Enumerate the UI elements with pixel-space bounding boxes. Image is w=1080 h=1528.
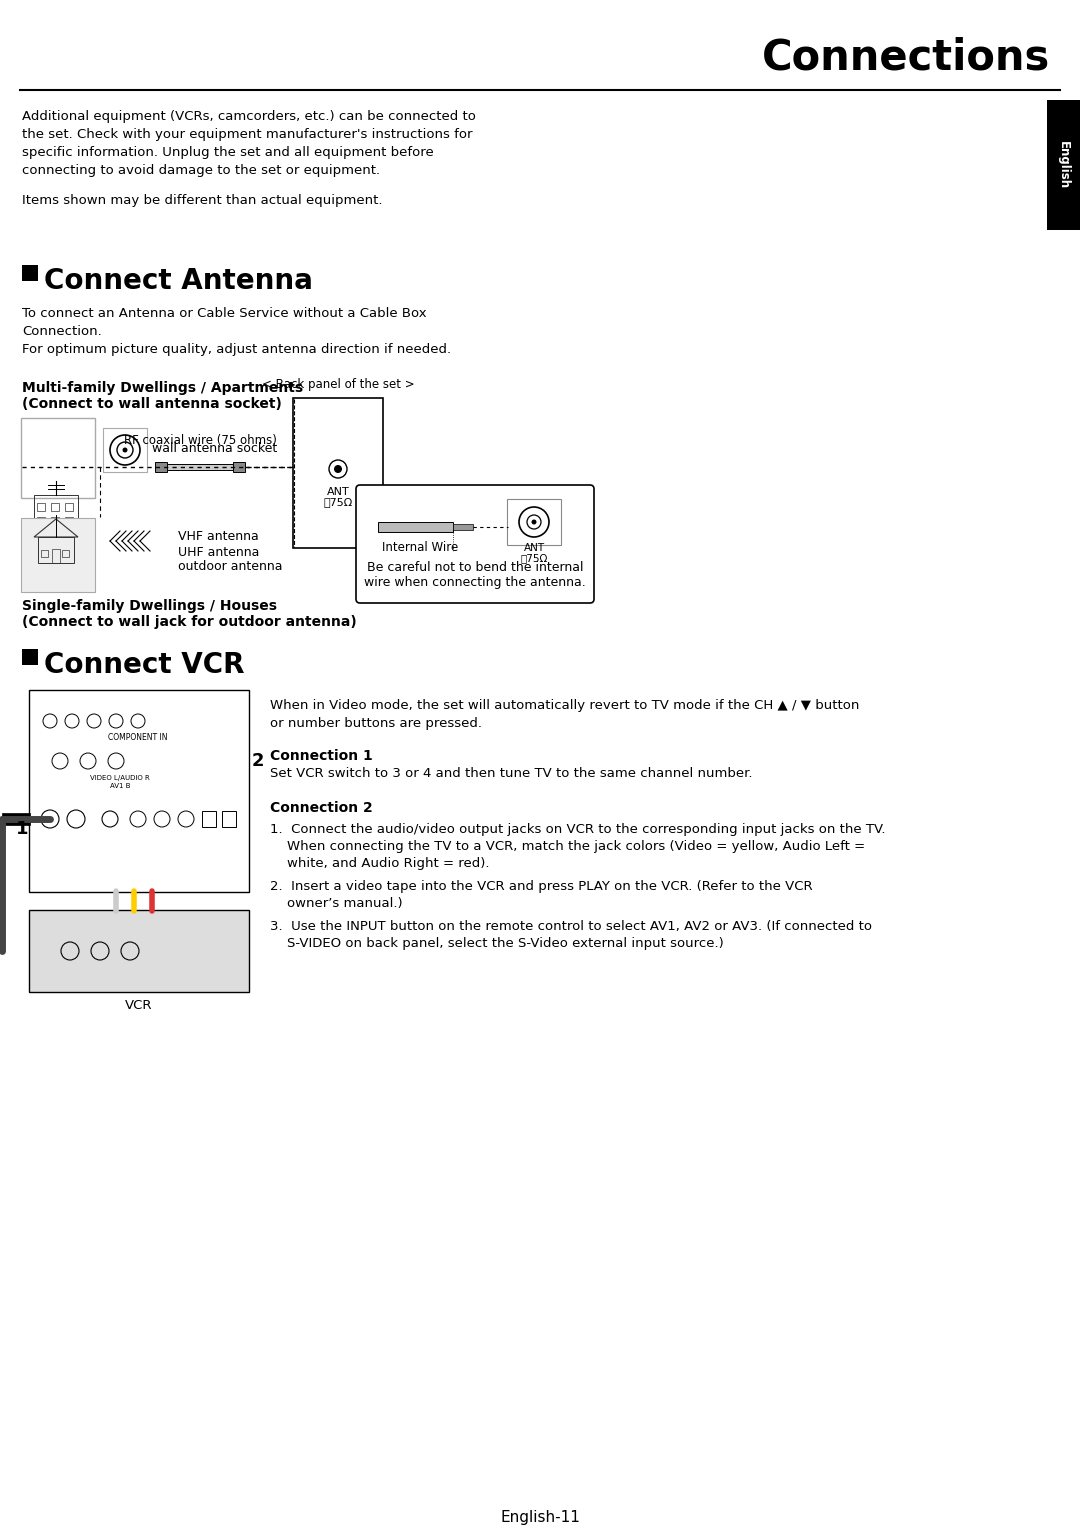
Text: ᝚75Ω: ᝚75Ω <box>323 497 353 507</box>
Text: Set VCR switch to 3 or 4 and then tune TV to the same channel number.: Set VCR switch to 3 or 4 and then tune T… <box>270 767 753 779</box>
Text: outdoor antenna: outdoor antenna <box>178 561 283 573</box>
Text: Connection 1: Connection 1 <box>270 749 373 762</box>
Text: ANT: ANT <box>326 487 349 497</box>
FancyBboxPatch shape <box>356 484 594 604</box>
Text: 1: 1 <box>16 821 28 837</box>
Bar <box>2 813 30 825</box>
Text: or number buttons are pressed.: or number buttons are pressed. <box>270 717 482 730</box>
Bar <box>22 649 38 665</box>
Bar <box>222 811 237 827</box>
Text: VCR: VCR <box>125 999 152 1012</box>
Circle shape <box>531 520 537 524</box>
Text: Connections: Connections <box>761 37 1050 78</box>
Text: < Back panel of the set >: < Back panel of the set > <box>261 377 415 391</box>
Bar <box>51 503 59 510</box>
Text: Additional equipment (VCRs, camcorders, etc.) can be connected to: Additional equipment (VCRs, camcorders, … <box>22 110 476 122</box>
Text: Internal Wire: Internal Wire <box>382 541 458 555</box>
FancyBboxPatch shape <box>21 518 95 591</box>
Text: the set. Check with your equipment manufacturer's instructions for: the set. Check with your equipment manuf… <box>22 128 473 141</box>
Bar <box>167 465 233 471</box>
Text: Connection 2: Connection 2 <box>270 801 373 814</box>
Text: Connect Antenna: Connect Antenna <box>44 267 313 295</box>
FancyBboxPatch shape <box>507 500 561 545</box>
Bar <box>65 503 73 510</box>
Text: English: English <box>1056 141 1069 189</box>
Text: English-11: English-11 <box>500 1510 580 1525</box>
Circle shape <box>334 465 342 474</box>
Text: ANT: ANT <box>524 542 544 553</box>
Text: (Connect to wall jack for outdoor antenna): (Connect to wall jack for outdoor antenn… <box>22 614 356 630</box>
Text: 2: 2 <box>252 752 265 770</box>
Bar <box>51 532 59 539</box>
Circle shape <box>122 448 127 452</box>
Text: When in Video mode, the set will automatically revert to TV mode if the CH ▲ / ▼: When in Video mode, the set will automat… <box>270 698 860 712</box>
Text: Multi-family Dwellings / Apartments: Multi-family Dwellings / Apartments <box>22 380 303 396</box>
FancyBboxPatch shape <box>21 419 95 498</box>
Text: AV1 B: AV1 B <box>110 782 131 788</box>
Text: Connection.: Connection. <box>22 325 102 338</box>
Text: 2.  Insert a video tape into the VCR and press PLAY on the VCR. (Refer to the VC: 2. Insert a video tape into the VCR and … <box>270 880 812 892</box>
Text: RF coaxial wire (75 ohms): RF coaxial wire (75 ohms) <box>123 434 276 448</box>
Bar <box>156 461 167 472</box>
Bar <box>202 811 216 827</box>
FancyBboxPatch shape <box>29 911 249 992</box>
Bar <box>41 550 48 558</box>
Text: owner’s manual.): owner’s manual.) <box>270 897 403 911</box>
Text: ᝚75Ω: ᝚75Ω <box>521 553 548 562</box>
Text: wire when connecting the antenna.: wire when connecting the antenna. <box>364 576 585 588</box>
Text: Items shown may be different than actual equipment.: Items shown may be different than actual… <box>22 194 382 206</box>
Text: Single-family Dwellings / Houses: Single-family Dwellings / Houses <box>22 599 276 613</box>
Bar <box>65 532 73 539</box>
Text: Be careful not to bend the internal: Be careful not to bend the internal <box>367 561 583 575</box>
Bar <box>378 523 453 532</box>
FancyBboxPatch shape <box>29 691 249 892</box>
Text: VHF antenna: VHF antenna <box>178 530 259 544</box>
Text: white, and Audio Right = red).: white, and Audio Right = red). <box>270 857 489 869</box>
Bar <box>1047 99 1080 231</box>
FancyBboxPatch shape <box>293 397 383 549</box>
Text: S-VIDEO on back panel, select the S-Video external input source.): S-VIDEO on back panel, select the S-Vide… <box>270 937 724 950</box>
Bar <box>33 495 78 541</box>
Bar <box>65 516 73 526</box>
Text: 1.  Connect the audio/video output jacks on VCR to the corresponding input jacks: 1. Connect the audio/video output jacks … <box>270 824 886 836</box>
Text: specific information. Unplug the set and all equipment before: specific information. Unplug the set and… <box>22 147 434 159</box>
FancyBboxPatch shape <box>103 428 147 472</box>
Text: VIDEO L/AUDIO R: VIDEO L/AUDIO R <box>90 775 150 781</box>
Text: wall antenna socket: wall antenna socket <box>152 442 278 454</box>
Bar <box>453 524 473 530</box>
Text: For optimum picture quality, adjust antenna direction if needed.: For optimum picture quality, adjust ante… <box>22 342 451 356</box>
Bar <box>37 503 45 510</box>
Text: COMPONENT IN: COMPONENT IN <box>108 733 167 743</box>
Bar <box>37 516 45 526</box>
Text: (Connect to wall antenna socket): (Connect to wall antenna socket) <box>22 397 282 411</box>
Text: When connecting the TV to a VCR, match the jack colors (Video = yellow, Audio Le: When connecting the TV to a VCR, match t… <box>270 840 865 853</box>
Text: Connect VCR: Connect VCR <box>44 651 244 678</box>
Bar <box>233 461 245 472</box>
Bar <box>51 516 59 526</box>
Bar <box>38 536 75 562</box>
Text: connecting to avoid damage to the set or equipment.: connecting to avoid damage to the set or… <box>22 163 380 177</box>
Circle shape <box>81 544 91 555</box>
Text: UHF antenna: UHF antenna <box>178 545 259 559</box>
Bar <box>62 550 69 558</box>
Text: 3.  Use the INPUT button on the remote control to select AV1, AV2 or AV3. (If co: 3. Use the INPUT button on the remote co… <box>270 920 872 934</box>
Bar <box>22 264 38 281</box>
Text: To connect an Antenna or Cable Service without a Cable Box: To connect an Antenna or Cable Service w… <box>22 307 427 319</box>
Circle shape <box>33 544 43 555</box>
Bar <box>37 532 45 539</box>
Bar <box>52 549 60 562</box>
